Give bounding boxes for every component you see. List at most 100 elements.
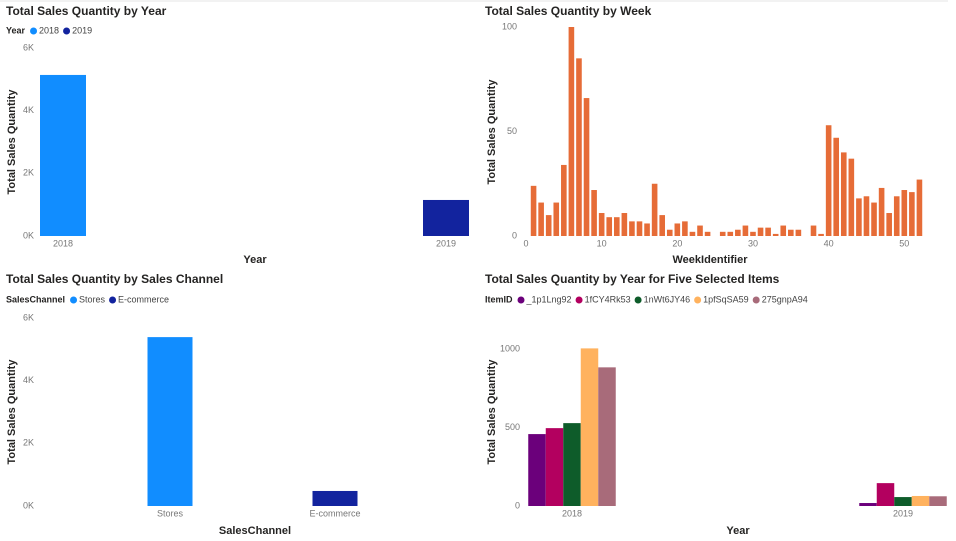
legend-marker bbox=[70, 296, 78, 304]
legend-label: E-commerce bbox=[118, 294, 169, 304]
bar bbox=[893, 196, 900, 236]
x-tick-label: 2019 bbox=[436, 238, 456, 248]
y-tick-label: 2K bbox=[23, 438, 34, 448]
bar bbox=[750, 231, 756, 236]
y-tick-label: 0 bbox=[512, 230, 517, 240]
x-tick-label: 40 bbox=[824, 238, 834, 248]
x-tick-label: E-commerce bbox=[309, 508, 360, 518]
bar bbox=[561, 164, 567, 236]
bar bbox=[563, 423, 581, 506]
x-tick-label: 10 bbox=[597, 238, 607, 248]
y-axis-label: Total Sales Quantity bbox=[6, 89, 18, 195]
bar bbox=[719, 231, 726, 236]
bar bbox=[848, 158, 855, 236]
bar bbox=[568, 27, 575, 236]
bar bbox=[147, 337, 193, 506]
x-tick-label: Stores bbox=[157, 508, 184, 518]
bar bbox=[644, 223, 650, 236]
bar bbox=[576, 58, 582, 236]
bar bbox=[810, 225, 817, 236]
legend-label: 2019 bbox=[72, 25, 92, 35]
bar bbox=[545, 428, 564, 506]
bar bbox=[735, 229, 741, 236]
bar bbox=[682, 221, 688, 236]
bar bbox=[580, 348, 599, 506]
bar bbox=[659, 215, 665, 236]
bar bbox=[886, 213, 892, 236]
y-tick-label: 0K bbox=[23, 500, 34, 510]
bar bbox=[916, 179, 923, 236]
bar bbox=[545, 215, 552, 236]
legend-label: _1p1Lng92 bbox=[526, 294, 572, 304]
bar bbox=[621, 213, 628, 236]
bar bbox=[863, 196, 870, 236]
legend-marker bbox=[517, 296, 525, 304]
bar bbox=[727, 231, 734, 236]
legend-label: 1pfSqSA59 bbox=[703, 294, 749, 304]
bar bbox=[765, 227, 771, 236]
bar bbox=[553, 202, 560, 236]
y-tick-label: 6K bbox=[23, 42, 34, 52]
bar bbox=[423, 199, 469, 236]
legend-label: 1nWt6JY46 bbox=[644, 294, 691, 304]
bar bbox=[606, 217, 613, 236]
legend-marker bbox=[30, 27, 38, 35]
bar bbox=[704, 231, 711, 236]
bar bbox=[636, 221, 643, 236]
chart-title: Total Sales Quantity by Sales Channel bbox=[6, 272, 223, 286]
x-tick-label: 30 bbox=[748, 238, 758, 248]
bar bbox=[840, 152, 847, 236]
legend-marker bbox=[694, 296, 702, 304]
bar bbox=[40, 74, 86, 237]
x-axis-label: SalesChannel bbox=[219, 525, 291, 537]
legend-marker bbox=[575, 296, 583, 304]
bar bbox=[651, 183, 658, 236]
bar bbox=[833, 137, 840, 236]
bar bbox=[856, 198, 862, 236]
bar bbox=[772, 233, 779, 236]
bar bbox=[591, 190, 597, 236]
bar bbox=[598, 213, 605, 236]
y-tick-label: 6K bbox=[23, 312, 34, 322]
bar bbox=[795, 229, 802, 236]
x-axis-label: WeekIdentifier bbox=[673, 254, 749, 266]
y-tick-label: 50 bbox=[507, 126, 517, 136]
y-tick-label: 0K bbox=[23, 230, 34, 240]
chart-title: Total Sales Quantity by Year for Five Se… bbox=[485, 272, 780, 286]
bar bbox=[894, 497, 912, 506]
bar bbox=[689, 231, 696, 236]
bar bbox=[538, 202, 544, 236]
bar bbox=[929, 496, 947, 506]
legend-title: Year bbox=[6, 25, 26, 35]
legend-label: 275gnpA94 bbox=[762, 294, 808, 304]
x-tick-label: 2018 bbox=[562, 508, 582, 518]
y-tick-label: 2K bbox=[23, 168, 34, 178]
x-axis-label: Year bbox=[726, 525, 750, 537]
bar bbox=[818, 233, 824, 236]
bar bbox=[312, 490, 358, 506]
y-axis-label: Total Sales Quantity bbox=[486, 359, 498, 465]
bar bbox=[629, 221, 635, 236]
bar bbox=[583, 98, 590, 236]
x-tick-label: 2019 bbox=[893, 508, 913, 518]
bar bbox=[909, 192, 915, 236]
bar bbox=[697, 225, 703, 236]
legend-marker bbox=[109, 296, 117, 304]
y-tick-label: 0 bbox=[515, 500, 520, 510]
bar bbox=[674, 223, 681, 236]
legend-label: 1fCY4Rk53 bbox=[585, 294, 631, 304]
bar bbox=[666, 229, 673, 236]
legend-title: SalesChannel bbox=[6, 294, 65, 304]
bar bbox=[901, 190, 908, 236]
bar bbox=[598, 367, 616, 506]
bar bbox=[878, 187, 885, 236]
legend-title: ItemID bbox=[485, 294, 513, 304]
x-tick-label: 0 bbox=[523, 238, 528, 248]
bar bbox=[871, 202, 877, 236]
x-tick-label: 20 bbox=[672, 238, 682, 248]
x-axis-label: Year bbox=[243, 254, 267, 266]
chart-title: Total Sales Quantity by Week bbox=[485, 4, 652, 18]
x-tick-label: 2018 bbox=[53, 238, 73, 248]
